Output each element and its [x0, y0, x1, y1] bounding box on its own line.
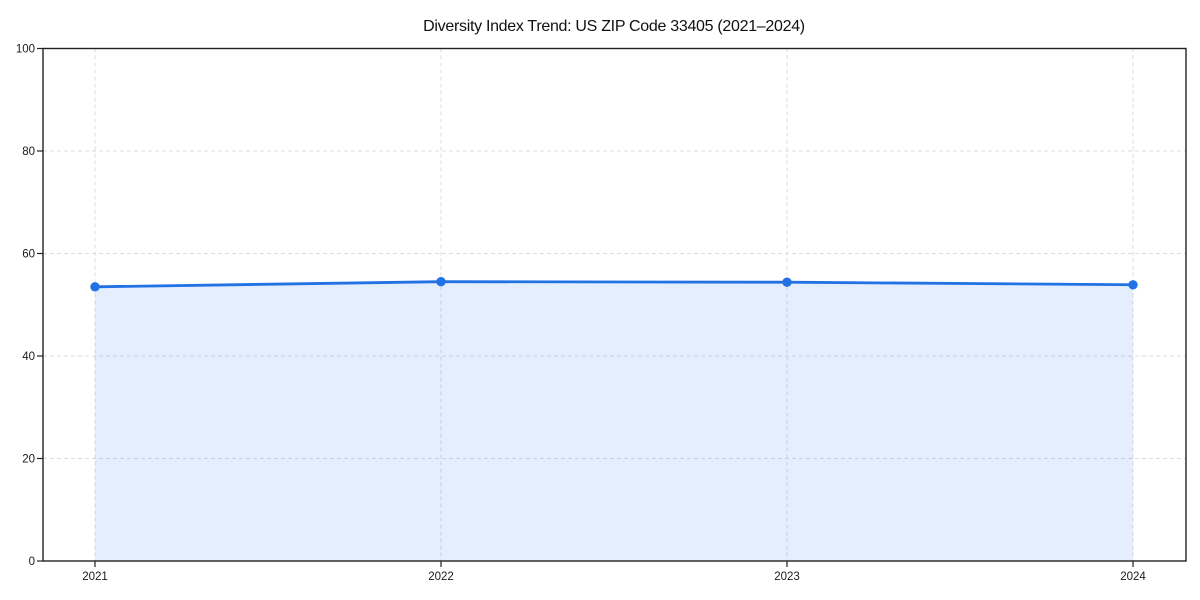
area-fill — [95, 281, 1133, 561]
data-series-layer — [90, 276, 1138, 292]
x-tick-label-2023: 2023 — [774, 571, 800, 583]
gridlines-layer — [43, 48, 1186, 562]
x-tick-label-2022: 2022 — [428, 571, 454, 583]
y-tick-label-40: 40 — [22, 351, 35, 363]
data-point-2021 — [90, 282, 100, 292]
tick-labels-layer: 0 20 40 60 80 100 2021 2022 2023 2024 — [16, 44, 1147, 584]
data-point-2024 — [1128, 280, 1138, 290]
y-tick-label-60: 60 — [22, 249, 35, 261]
y-tick-label-80: 80 — [22, 146, 35, 158]
axes-layer — [42, 47, 1187, 562]
y-tick-label-100: 100 — [16, 44, 35, 56]
trend-line — [93, 280, 1135, 289]
data-point-2022 — [436, 276, 446, 287]
x-tick-label-2024: 2024 — [1120, 571, 1146, 583]
chart-title: Diversity Index Trend: US ZIP Code 33405… — [423, 18, 805, 35]
area-fill-layer — [95, 281, 1133, 561]
x-tick-label-2021: 2021 — [82, 571, 108, 583]
y-tick-label-20: 20 — [22, 454, 35, 466]
data-point-2023 — [782, 277, 792, 287]
plot-border — [42, 47, 1187, 562]
y-tick-label-0: 0 — [29, 556, 35, 568]
